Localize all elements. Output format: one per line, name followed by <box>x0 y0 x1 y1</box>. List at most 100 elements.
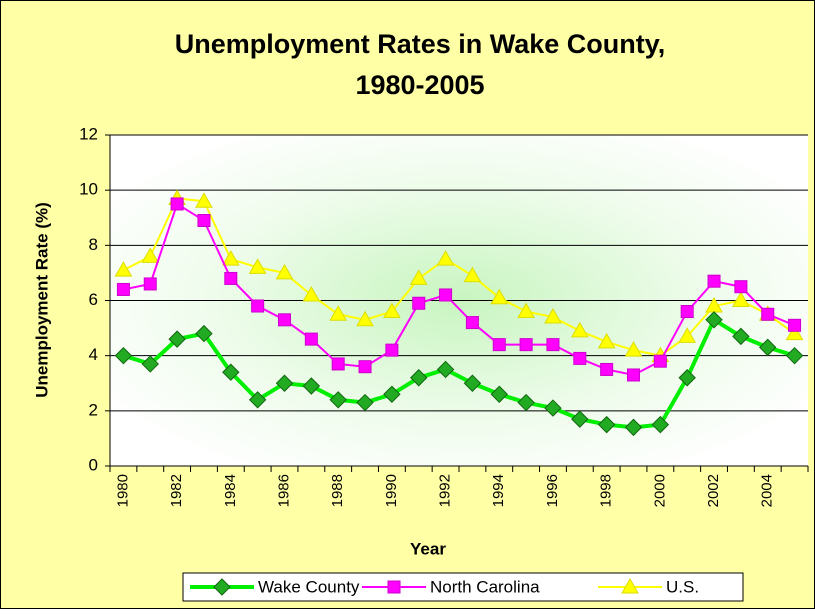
data-point <box>707 274 721 288</box>
data-point <box>409 269 428 285</box>
x-axis-label: Year <box>410 539 446 558</box>
data-point <box>356 310 374 327</box>
data-point <box>331 357 345 371</box>
data-point <box>759 338 777 357</box>
data-point <box>358 360 372 374</box>
data-point <box>490 288 509 305</box>
x-tick-label: 1982 <box>168 474 185 507</box>
data-point <box>680 305 694 319</box>
data-point <box>705 311 723 329</box>
data-point <box>653 354 667 368</box>
data-point <box>785 346 804 365</box>
data-point <box>356 393 374 412</box>
data-point <box>224 271 238 285</box>
data-point <box>761 307 775 321</box>
data-point <box>597 332 616 349</box>
y-tick-label: 4 <box>89 345 98 364</box>
x-tick-label: 2004 <box>759 474 776 507</box>
x-tick-label: 1984 <box>222 474 239 507</box>
data-point <box>275 263 294 280</box>
legend-label: Wake County <box>258 577 360 596</box>
data-point <box>678 327 697 343</box>
legend-marker <box>213 578 231 596</box>
x-tick-label: 1990 <box>383 474 400 507</box>
series-line <box>122 316 796 430</box>
data-point <box>304 332 318 346</box>
data-point <box>519 338 533 352</box>
data-point <box>732 291 750 307</box>
data-point <box>114 261 133 277</box>
data-point <box>600 362 614 376</box>
x-tick-label: 2000 <box>651 474 668 507</box>
data-point <box>143 277 157 291</box>
data-point <box>248 391 267 409</box>
data-point <box>329 391 347 409</box>
data-point <box>412 296 426 310</box>
data-point <box>734 280 748 294</box>
data-point <box>544 399 562 417</box>
data-point <box>170 197 184 211</box>
data-point <box>651 415 670 434</box>
data-point <box>463 374 482 392</box>
x-tick-label: 1986 <box>275 474 292 507</box>
data-point <box>195 192 213 208</box>
data-point <box>732 327 750 346</box>
x-tick-label: 1980 <box>114 474 131 507</box>
data-point <box>517 302 535 319</box>
data-point <box>302 285 321 302</box>
x-tick-label: 1998 <box>598 474 615 507</box>
data-point <box>678 369 696 387</box>
y-tick-label: 12 <box>79 124 98 143</box>
data-point <box>546 338 560 352</box>
x-tick-label: 2002 <box>705 474 722 507</box>
data-point <box>222 363 240 381</box>
y-tick-label: 2 <box>89 400 98 419</box>
data-point <box>436 360 455 379</box>
data-point <box>463 266 482 283</box>
data-point <box>597 415 616 434</box>
data-point <box>517 393 535 412</box>
data-point <box>278 313 291 327</box>
legend-label: U.S. <box>666 577 699 596</box>
data-point <box>788 318 802 332</box>
data-point <box>439 288 453 302</box>
data-point <box>248 258 267 274</box>
data-point <box>302 377 321 395</box>
data-point <box>383 385 401 403</box>
x-tick-label: 1996 <box>544 474 561 507</box>
data-point <box>436 250 455 266</box>
legend-label: North Carolina <box>430 577 540 596</box>
data-point <box>627 368 640 382</box>
data-point <box>197 214 211 228</box>
data-point <box>383 302 401 319</box>
legend-marker <box>387 580 401 594</box>
data-point <box>573 351 587 365</box>
data-point <box>275 374 294 392</box>
data-point <box>195 324 213 343</box>
y-axis-label: Unemployment Rate (%) <box>32 202 51 398</box>
data-point <box>624 341 643 357</box>
y-tick-label: 8 <box>89 235 98 254</box>
data-point <box>168 330 186 348</box>
data-point <box>410 369 428 387</box>
data-point <box>141 355 159 373</box>
legend-marker <box>621 577 639 594</box>
data-point <box>221 250 240 266</box>
y-tick-label: 0 <box>89 455 98 474</box>
data-point <box>492 338 506 352</box>
x-tick-label: 1994 <box>490 474 507 507</box>
data-point <box>116 282 130 296</box>
data-point <box>385 343 399 357</box>
data-point <box>624 418 643 437</box>
data-point <box>329 305 348 321</box>
x-tick-label: 1992 <box>437 474 454 507</box>
y-tick-label: 10 <box>79 180 98 199</box>
data-point <box>141 247 160 263</box>
data-point <box>571 410 589 428</box>
chart-title: Unemployment Rates in Wake County, <box>175 29 666 59</box>
data-point <box>544 308 562 324</box>
chart-title: 1980-2005 <box>355 70 484 100</box>
data-point <box>114 346 133 365</box>
x-tick-label: 1988 <box>329 474 346 507</box>
